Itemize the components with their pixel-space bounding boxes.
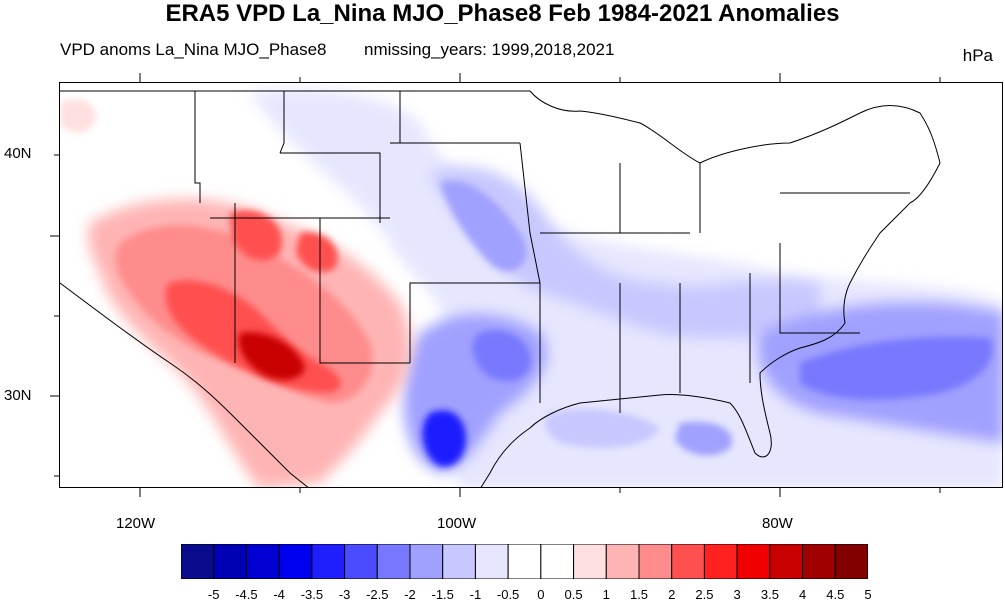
colorbar-label: 2.5	[695, 587, 714, 602]
colorbar-box	[311, 544, 346, 579]
colorbar-label: -2	[404, 587, 416, 602]
colorbar-box	[376, 544, 411, 579]
lon-label-120w: 120W	[116, 515, 156, 532]
units-label: hPa	[962, 46, 993, 65]
map-panel	[59, 82, 1003, 488]
colorbar-box	[245, 544, 280, 579]
colorbar-box	[278, 544, 313, 579]
colorbar-label: 3.5	[760, 587, 779, 602]
anomaly-shading	[60, 89, 1002, 487]
gulf-negative-patch	[544, 408, 660, 448]
colorbar-label: -2.5	[366, 587, 389, 602]
lon-label-80w: 80W	[762, 515, 793, 532]
colorbar-box	[507, 544, 542, 579]
colorbar-label: 4	[798, 587, 807, 602]
colorbar-box	[703, 544, 738, 579]
colorbar-box	[474, 544, 509, 579]
chart-title: ERA5 VPD La_Nina MJO_Phase8 Feb 1984-202…	[165, 0, 840, 27]
colorbar-box	[834, 544, 868, 579]
lon-label-100w: 100W	[437, 515, 477, 532]
colorbar-label: 4.5	[826, 587, 845, 602]
gulf-east-negative-patch	[675, 421, 732, 456]
colorbar-label: 5	[864, 587, 872, 602]
atlantic-negative-core	[800, 336, 993, 400]
colorbar-box	[409, 544, 444, 579]
colorbar-label: 1	[602, 587, 610, 602]
colorbar-box	[671, 544, 705, 579]
east-texas-negative	[472, 330, 531, 382]
colorado-positive-patch	[296, 232, 338, 272]
plains-negative-core	[440, 181, 527, 272]
northwest-positive-patch	[60, 99, 96, 133]
lat-label-30n: 30N	[4, 387, 32, 404]
colorbar-label: -4	[273, 587, 285, 602]
state-borders	[194, 91, 910, 413]
arizona-strong-positive	[238, 332, 305, 380]
colorbar-box	[573, 544, 607, 579]
colorbar-label: 2	[668, 587, 676, 602]
map-outlines	[60, 90, 941, 487]
colorbar-box	[181, 544, 215, 579]
colorbar-box	[736, 544, 771, 579]
colorbar-label: -5	[207, 587, 220, 602]
colorbar-label: -1.5	[431, 587, 454, 602]
lat-label-40n: 40N	[4, 145, 32, 162]
coastline-outline	[60, 90, 941, 487]
colorbar	[181, 544, 868, 579]
colorbar-box	[638, 544, 673, 579]
colorbar-box	[344, 544, 378, 579]
colorbar-box	[213, 544, 247, 579]
colorbar-box	[540, 544, 575, 579]
colorbar-label: -3.5	[300, 587, 324, 602]
colorbar-label: -0.5	[496, 587, 520, 602]
colorbar-box	[605, 544, 640, 579]
west-coast-outline	[60, 282, 309, 487]
texas-coast-strong-negative	[422, 410, 466, 467]
colorbar-label: 1.5	[629, 587, 649, 602]
colorbar-label: 0.5	[564, 587, 583, 602]
anomaly-map	[60, 89, 1002, 487]
colorbar-label: 3	[733, 587, 741, 602]
colorbar-label: 0	[537, 587, 545, 602]
colorbar-box	[769, 544, 804, 579]
colorbar-label: -1	[469, 587, 482, 602]
missing-years-subtitle: nmissing_years: 1999,2018,2021	[364, 40, 615, 59]
colorbar-box	[802, 544, 836, 579]
colorbar-label: -4.5	[235, 587, 258, 602]
variable-subtitle: VPD anoms La_Nina MJO_Phase8	[60, 40, 327, 59]
colorbar-label: -3	[338, 587, 351, 602]
utah-positive-patch	[230, 210, 282, 261]
colorbar-box	[442, 544, 476, 579]
